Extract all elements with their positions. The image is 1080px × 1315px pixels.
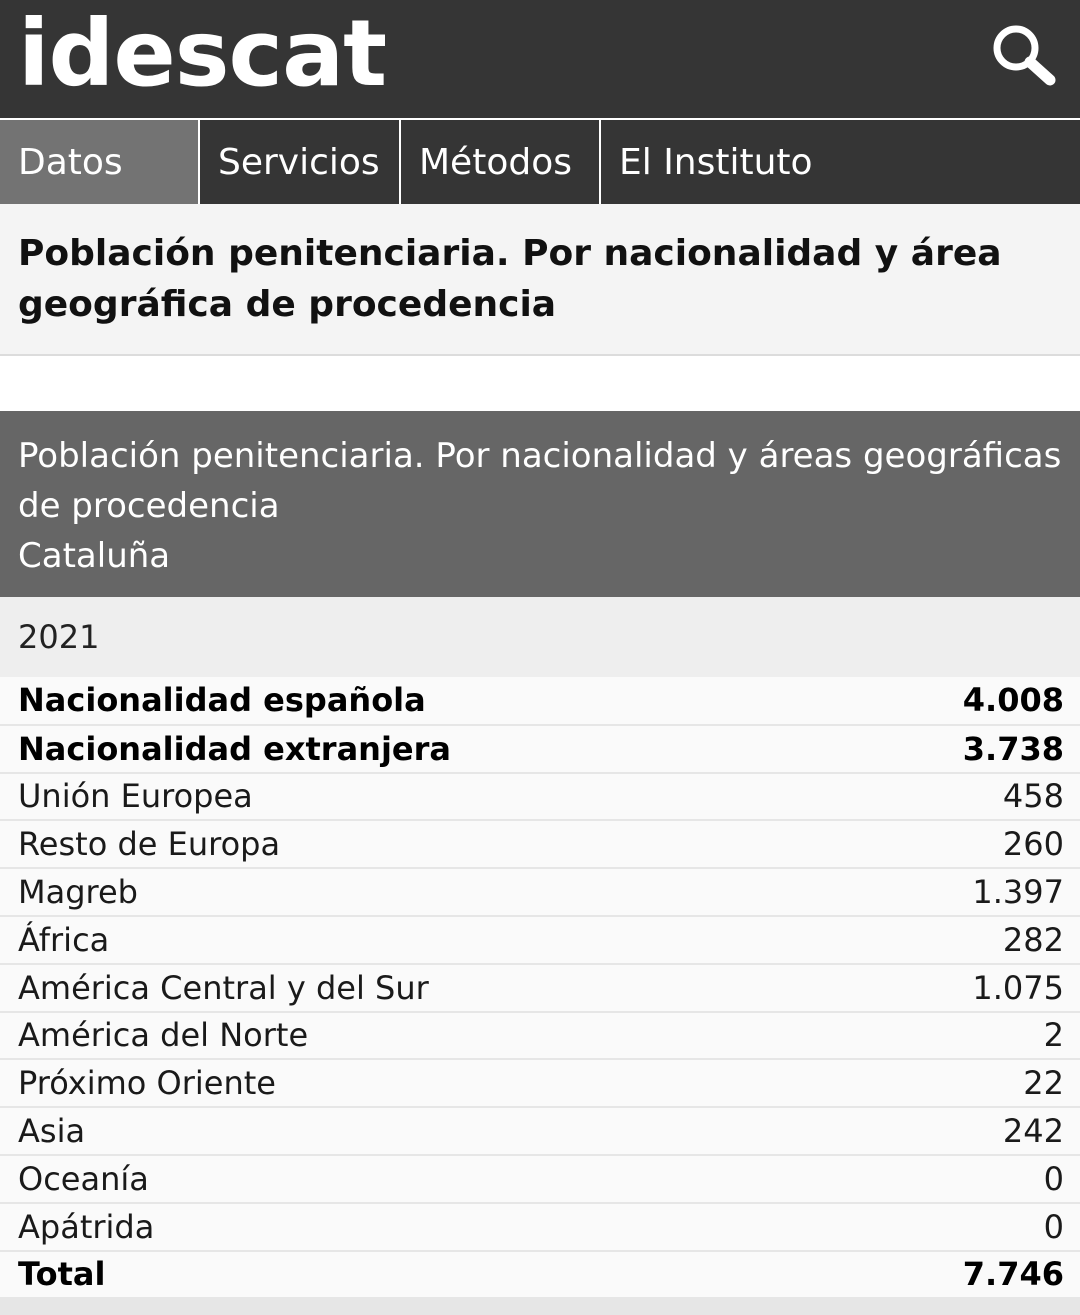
nav-item-metodos[interactable]: Métodos [401,120,601,204]
row-label: América Central y del Sur [0,963,839,1013]
table-row: Magreb 1.397 [0,868,1080,917]
row-value: 242 [838,1107,1080,1156]
row-label: Próximo Oriente [0,1059,839,1109]
table-row: Apátrida 0 [0,1202,1080,1252]
table-row: América del Norte 2 [0,1011,1080,1061]
row-label: Asia [0,1107,839,1156]
search-button[interactable] [988,20,1058,90]
row-value: 0 [838,1202,1080,1252]
row-label: Total [0,1250,839,1300]
table-row: Total 7.746 [0,1250,1080,1300]
table-caption-title: Población penitenciaria. Por nacionalida… [18,436,1062,526]
row-label: Nacionalidad extranjera [0,724,839,774]
table-caption-region: Cataluña [18,536,171,576]
data-table: Nacionalidad española 4.008 Nacionalidad e… [0,677,1080,1300]
row-label: Unión Europea [0,772,839,822]
nav-item-servicios[interactable]: Servicios [200,120,401,204]
table-row: Nacionalidad española 4.008 [0,677,1080,726]
page-title-section: Población penitenciaria. Por nacionalida… [0,204,1080,356]
search-icon [993,25,1056,86]
row-value: 22 [838,1059,1080,1109]
table-caption: Población penitenciaria. Por nacionalida… [0,411,1080,597]
row-value: 1.397 [838,868,1080,917]
row-label: Oceanía [0,1154,839,1204]
row-value: 4.008 [838,677,1080,726]
table-row: Resto de Europa 260 [0,820,1080,870]
row-label: Apátrida [0,1202,839,1252]
table-row: América Central y del Sur 1.075 [0,963,1080,1013]
table-footer [0,1299,1080,1315]
nav-item-datos[interactable]: Datos [0,120,200,204]
main-nav: Datos Servicios Métodos El Instituto [0,118,1080,204]
nav-item-el-instituto[interactable]: El Instituto [601,120,831,204]
row-value: 7.746 [838,1250,1080,1300]
row-value: 3.738 [838,724,1080,774]
table-row: Oceanía 0 [0,1154,1080,1204]
row-value: 0 [838,1154,1080,1204]
row-label: Nacionalidad española [0,677,839,726]
table-year-header: 2021 [0,597,1080,677]
row-value: 282 [838,915,1080,965]
nav-item-label: Métodos [419,141,572,183]
table-row: Unión Europea 458 [0,772,1080,822]
row-label: África [0,915,839,965]
nav-item-label: El Instituto [619,141,813,183]
row-value: 2 [838,1011,1080,1061]
row-label: América del Norte [0,1011,839,1061]
page-title: Población penitenciaria. Por nacionalida… [18,233,1002,325]
top-bar: idescat [0,0,1080,118]
row-label: Resto de Europa [0,820,839,870]
site-logo[interactable]: idescat [18,0,387,107]
table-row: Asia 242 [0,1107,1080,1156]
table-row: África 282 [0,915,1080,965]
spacer [0,356,1080,411]
row-label: Magreb [0,868,839,917]
table-row: Nacionalidad extranjera 3.738 [0,724,1080,774]
row-value: 260 [838,820,1080,870]
table-row: Próximo Oriente 22 [0,1059,1080,1109]
row-value: 458 [838,772,1080,822]
row-value: 1.075 [838,963,1080,1013]
nav-item-label: Servicios [218,141,380,183]
nav-item-label: Datos [18,141,123,183]
